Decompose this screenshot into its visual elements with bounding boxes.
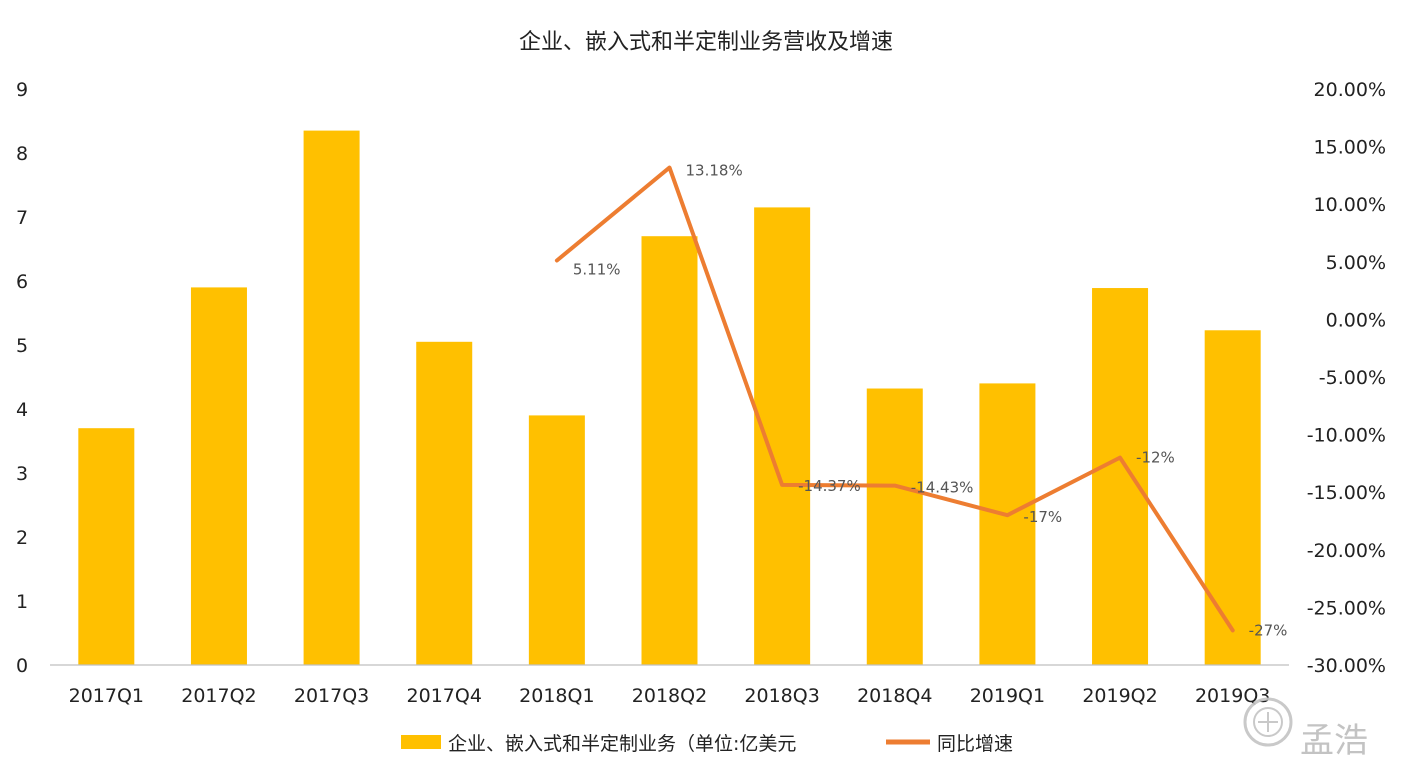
bar	[1092, 288, 1149, 665]
x-tick-label: 2017Q1	[69, 685, 144, 707]
bar	[528, 415, 585, 665]
left-tick-label: 0	[16, 655, 28, 677]
right-tick-label: 5.00%	[1326, 252, 1386, 274]
line-data-label: -12%	[1136, 449, 1175, 467]
right-tick-label: -5.00%	[1319, 367, 1386, 389]
right-tick-label: -20.00%	[1307, 540, 1386, 562]
right-tick-label: -15.00%	[1307, 482, 1386, 504]
bar	[416, 341, 473, 665]
right-tick-label: -30.00%	[1307, 655, 1386, 677]
chart-title: 企业、嵌入式和半定制业务营收及增速	[519, 30, 893, 55]
growth-line	[554, 165, 1235, 633]
watermark: 孟浩	[1243, 697, 1368, 761]
left-tick-label: 5	[16, 335, 28, 357]
right-tick-label: 10.00%	[1314, 194, 1386, 216]
line-data-label: -14.43%	[911, 479, 974, 497]
left-tick-label: 4	[16, 399, 28, 421]
x-tick-label: 2019Q3	[1195, 685, 1270, 707]
left-tick-label: 9	[16, 79, 28, 101]
left-tick-label: 8	[16, 143, 28, 165]
left-tick-label: 6	[16, 271, 28, 293]
watermark-text: 孟浩	[1300, 721, 1368, 761]
bar	[866, 388, 923, 665]
right-tick-label: -10.00%	[1307, 425, 1386, 447]
right-tick-label: 0.00%	[1326, 309, 1386, 331]
x-tick-label: 2018Q4	[857, 685, 932, 707]
bar	[303, 130, 360, 666]
bar	[754, 207, 811, 665]
x-tick-label: 2019Q1	[970, 685, 1045, 707]
legend-bar-label: 企业、嵌入式和半定制业务（单位:亿美元	[448, 733, 796, 755]
line-data-label: -27%	[1249, 621, 1288, 639]
right-tick-label: 20.00%	[1314, 79, 1386, 101]
left-tick-label: 3	[16, 463, 28, 485]
x-tick-label: 2019Q2	[1082, 685, 1157, 707]
right-axis: -30.00% -25.00% -20.00% -15.00% -10.00% -5.00…	[1307, 79, 1386, 677]
line-data-label: 5.11%	[573, 261, 621, 279]
x-tick-label: 2018Q2	[632, 685, 707, 707]
bar-series	[78, 130, 1261, 666]
x-tick-label: 2018Q1	[519, 685, 594, 707]
line-data-label: -17%	[1023, 508, 1062, 526]
left-tick-label: 7	[16, 207, 28, 229]
x-axis: 2017Q1 2017Q2 2017Q3 2017Q4 2018Q1 2018Q2 2018…	[69, 685, 1271, 707]
bar	[78, 428, 135, 665]
left-axis: 0 1 2 3 4 5 6 7 8 9	[16, 79, 28, 677]
x-tick-label: 2017Q3	[294, 685, 369, 707]
bar	[641, 236, 698, 665]
right-tick-label: 15.00%	[1314, 137, 1386, 159]
legend-line-label: 同比增速	[937, 733, 1013, 755]
coin-seal-icon	[1243, 697, 1293, 747]
line-data-label: 13.18%	[686, 162, 743, 180]
legend-bar-swatch	[401, 735, 441, 749]
x-tick-label: 2017Q2	[181, 685, 256, 707]
bar	[979, 383, 1036, 665]
line-data-labels: 5.11% 13.18% -14.37% -14.43% -17% -12% -27%	[573, 162, 1288, 640]
left-tick-label: 1	[16, 591, 28, 613]
legend: 企业、嵌入式和半定制业务（单位:亿美元 同比增速	[401, 733, 1013, 755]
bar	[1204, 330, 1261, 665]
line-data-label: -14.37%	[798, 477, 861, 495]
right-tick-label: -25.00%	[1307, 597, 1386, 619]
line-series	[554, 165, 1235, 633]
left-tick-label: 2	[16, 527, 28, 549]
x-tick-label: 2018Q3	[744, 685, 819, 707]
bar	[190, 287, 247, 665]
x-tick-label: 2017Q4	[407, 685, 482, 707]
